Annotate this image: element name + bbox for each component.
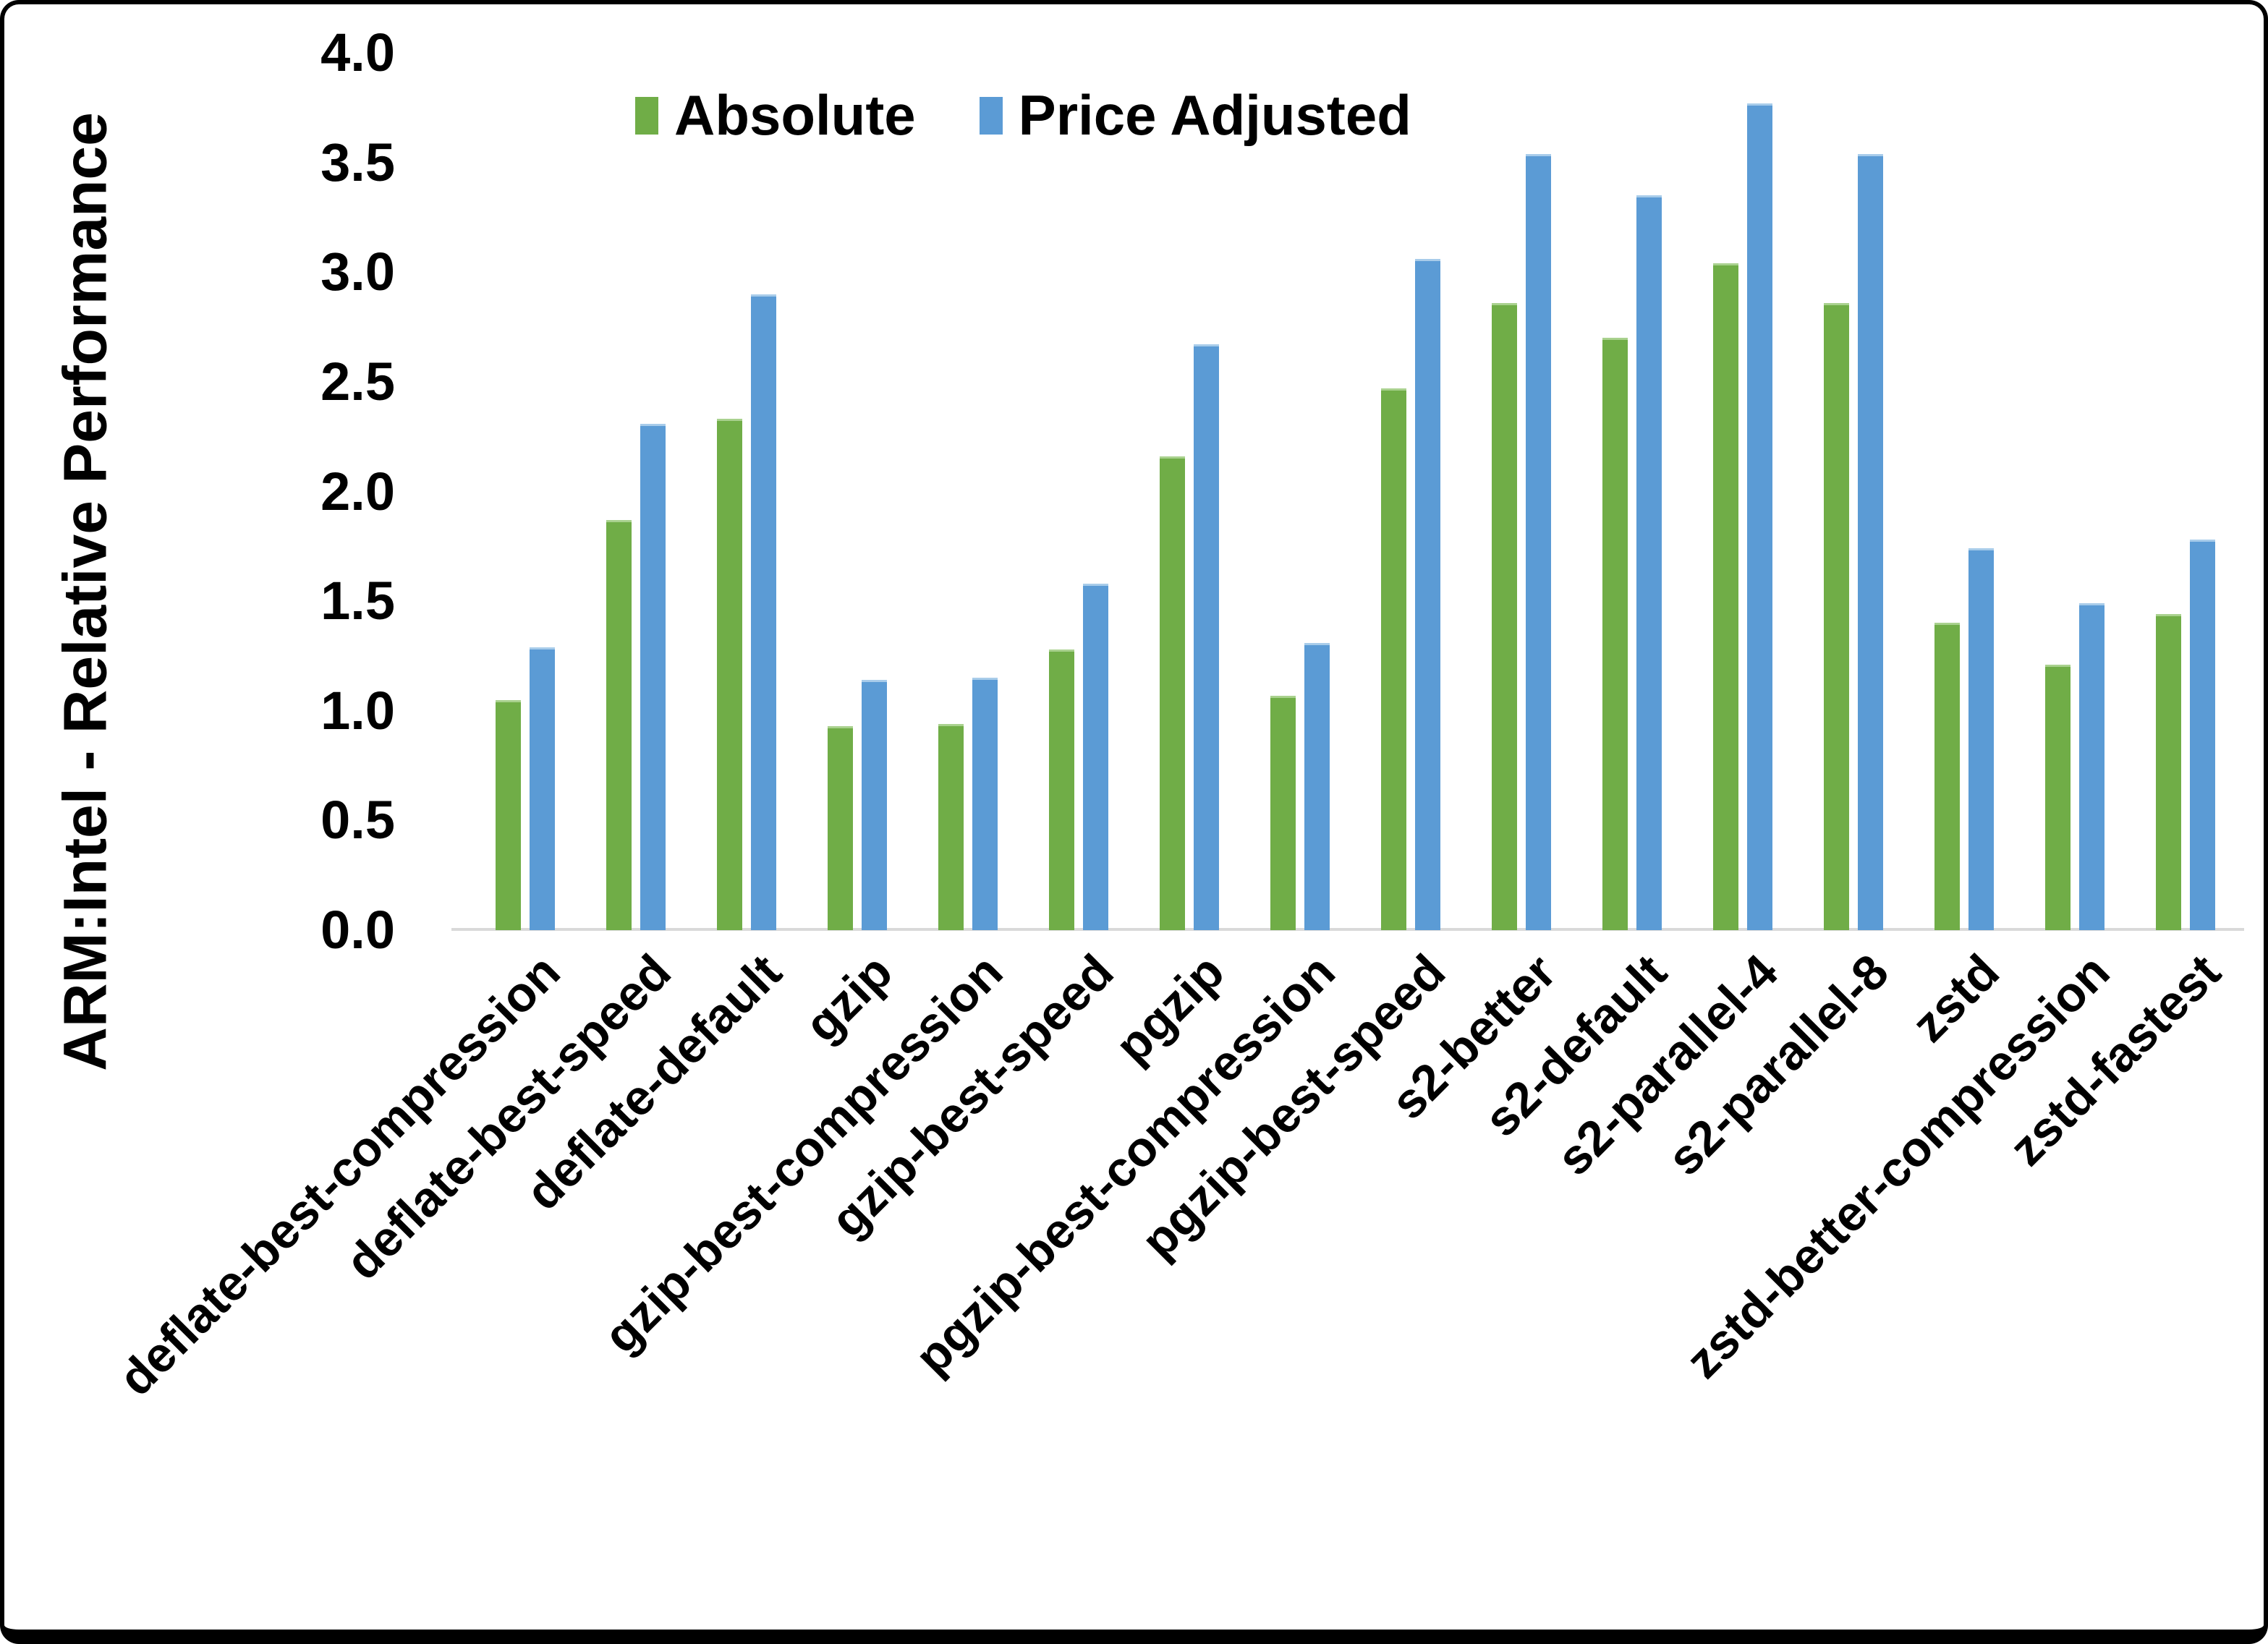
- bar-group: [470, 53, 580, 930]
- bar-price-adjusted: [1746, 103, 1772, 930]
- bar-absolute: [1823, 302, 1849, 930]
- bar-absolute: [1934, 623, 1960, 930]
- bar-group: [1687, 53, 1798, 930]
- bar-absolute: [827, 725, 853, 930]
- bar-absolute: [1270, 695, 1296, 930]
- bar-group: [1466, 53, 1576, 930]
- plot-area: ARM:Intel - Relative Performance Absolut…: [4, 4, 2264, 1630]
- x-axis-line: [451, 928, 2244, 931]
- y-axis-title: ARM:Intel - Relative Performance: [51, 112, 119, 1071]
- legend: Absolute Price Adjusted: [635, 82, 1455, 148]
- y-tick-label: 0.0: [320, 900, 395, 960]
- bar-absolute: [1491, 302, 1517, 930]
- y-tick-label: 4.0: [320, 22, 395, 82]
- bar-price-adjusted: [1304, 642, 1330, 930]
- legend-item-absolute: Absolute: [635, 82, 916, 148]
- legend-label-absolute: Absolute: [674, 83, 916, 147]
- bar-price-adjusted: [2189, 540, 2215, 930]
- bar-price-adjusted: [2078, 603, 2105, 930]
- legend-swatch-price-adjusted: [979, 96, 1003, 135]
- bar-group: [1244, 53, 1355, 930]
- bar-price-adjusted: [1193, 344, 1219, 930]
- bar-group: [1355, 53, 1466, 930]
- bar-price-adjusted: [972, 678, 998, 930]
- bar-group: [1908, 53, 2019, 930]
- bar-absolute: [1159, 456, 1185, 930]
- bar-absolute: [1602, 338, 1628, 930]
- y-tick-label: 1.5: [320, 571, 395, 631]
- bar-absolute: [1048, 649, 1074, 930]
- bar-group: [691, 53, 802, 930]
- bar-price-adjusted: [750, 294, 776, 930]
- y-tick-label: 1.0: [320, 680, 395, 741]
- bar-absolute: [1380, 388, 1406, 930]
- bar-absolute: [606, 519, 632, 930]
- bar-price-adjusted: [1636, 195, 1662, 930]
- bar-price-adjusted: [529, 647, 555, 930]
- bar-price-adjusted: [640, 423, 666, 930]
- bar-group: [1798, 53, 1908, 930]
- bar-absolute: [2155, 614, 2181, 930]
- bar-absolute: [938, 723, 964, 930]
- bar-group: [802, 53, 912, 930]
- bar-price-adjusted: [1414, 259, 1440, 930]
- legend-label-price-adjusted: Price Adjusted: [1018, 83, 1411, 147]
- bar-price-adjusted: [1082, 583, 1108, 930]
- bar-group: [1134, 53, 1244, 930]
- x-tick-label: deflate-best-compression: [108, 944, 571, 1407]
- y-tick-label: 3.0: [320, 242, 395, 302]
- bar-group: [2130, 53, 2241, 930]
- bar-group: [1023, 53, 1134, 930]
- bar-group: [912, 53, 1023, 930]
- bar-absolute: [495, 699, 521, 930]
- legend-swatch-absolute: [635, 96, 658, 135]
- bar-price-adjusted: [1857, 153, 1883, 930]
- bar-group: [580, 53, 691, 930]
- bar-group: [1576, 53, 1687, 930]
- bar-price-adjusted: [861, 680, 887, 930]
- legend-item-price-adjusted: Price Adjusted: [979, 82, 1411, 148]
- bar-absolute: [2044, 665, 2070, 930]
- bar-price-adjusted: [1968, 548, 1994, 930]
- y-tick-label: 2.5: [320, 351, 395, 412]
- bars-container: [470, 53, 2241, 930]
- bar-group: [2019, 53, 2130, 930]
- bar-absolute: [1712, 263, 1738, 930]
- bar-absolute: [716, 419, 742, 930]
- y-tick-label: 2.0: [320, 461, 395, 521]
- y-tick-label: 0.5: [320, 790, 395, 851]
- bar-price-adjusted: [1525, 153, 1551, 930]
- y-tick-label: 3.5: [320, 132, 395, 192]
